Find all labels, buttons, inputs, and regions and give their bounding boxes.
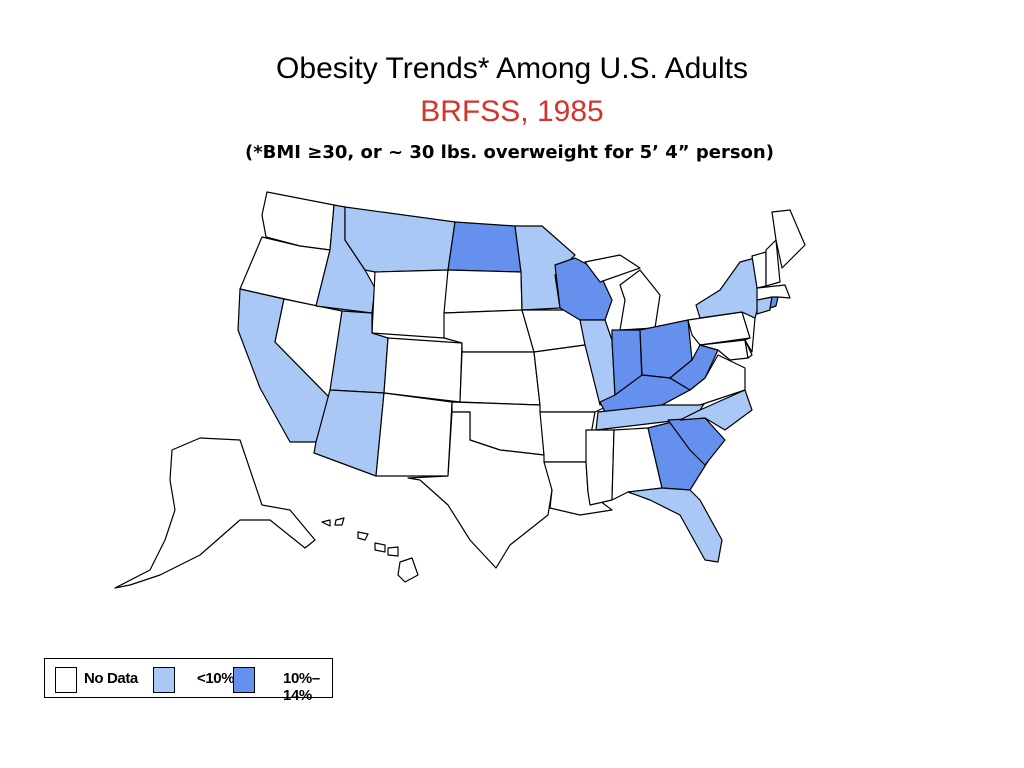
state-massachusetts <box>756 284 791 301</box>
state-alaska <box>114 437 316 589</box>
state-arizona <box>313 389 385 477</box>
state-maine <box>771 209 806 269</box>
bmi-footnote: (*BMI ≥30, or ~ 30 lbs. overweight for 5… <box>245 142 774 163</box>
state-south-dakota <box>443 269 523 314</box>
state-hawaii <box>321 517 419 583</box>
state-wyoming <box>371 269 449 339</box>
legend-label-lt10: <10% <box>197 670 235 687</box>
legend-swatch-lt10 <box>153 667 175 693</box>
state-north-dakota <box>447 221 522 273</box>
legend-swatch-no-data <box>55 667 77 693</box>
state-montana <box>344 206 456 273</box>
state-new-hampshire <box>765 239 781 287</box>
legend-label-no-data: No Data <box>84 670 138 687</box>
state-maryland <box>699 339 749 361</box>
state-north-carolina <box>679 389 753 431</box>
state-kansas <box>459 351 541 406</box>
state-colorado <box>383 337 463 403</box>
legend-swatch-10-14 <box>233 667 255 693</box>
state-new-mexico <box>375 392 453 477</box>
state-mississippi <box>585 429 615 506</box>
map-title: Obesity Trends* Among U.S. Adults <box>276 52 748 85</box>
state-new-york <box>695 257 761 319</box>
map-subtitle: BRFSS, 1985 <box>420 95 604 128</box>
legend-label-10-14: 10%–14% <box>283 670 320 704</box>
map-legend: No Data <10% 10%–14% <box>44 658 333 704</box>
state-delaware <box>744 339 753 359</box>
state-texas <box>407 411 553 569</box>
state-rhode-island <box>769 296 779 309</box>
state-florida <box>627 487 723 563</box>
